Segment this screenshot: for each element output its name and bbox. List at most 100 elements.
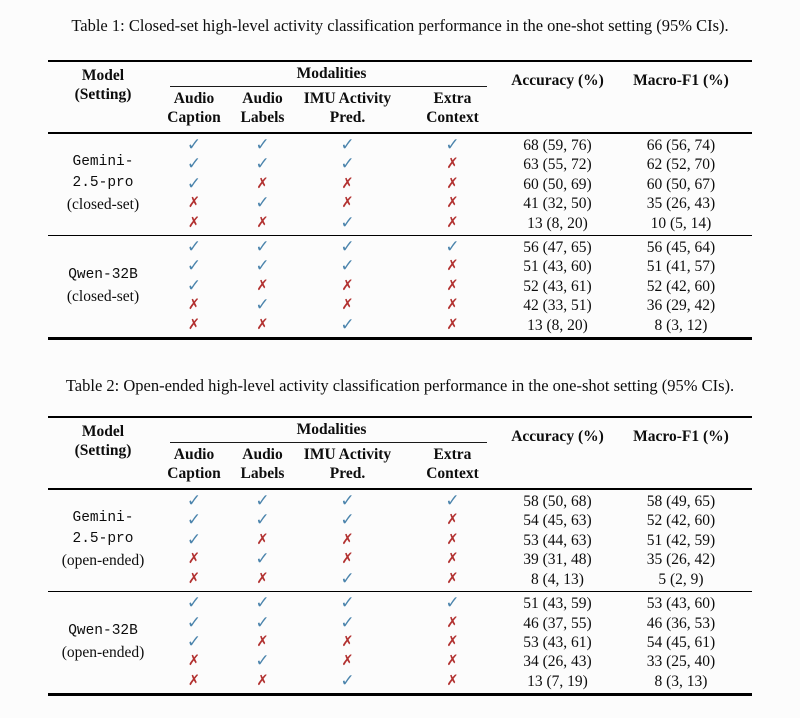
check-icon: ✓ (230, 591, 295, 614)
check-icon: ✓ (255, 510, 270, 531)
check-icon: ✓ (400, 591, 505, 614)
cross-icon: ✗ (446, 551, 459, 568)
table-row: Qwen-32B (open-ended) ✓ ✓ ✓ ✓ 51 (43, 59) 53 (4… (48, 591, 752, 695)
cross-icon: ✗ (446, 614, 459, 631)
macro-f1-value: 53 (43, 60) (610, 591, 752, 614)
model-setting: (open-ended) (61, 643, 145, 661)
cross-icon: ✗ (187, 297, 201, 314)
table-row: ✓ ✓ ✓ ✗ 63 (55, 72) 62 (52, 70) (48, 154, 752, 175)
cross-icon: ✗ (341, 195, 354, 212)
table-row: ✗ ✗ ✓ ✗ 13 (8, 20) 8 (3, 12) (48, 315, 752, 339)
audio-labels-column-header: Audio Labels (230, 443, 295, 491)
table-2-caption: Table 2: Open-ended high-level activity … (65, 376, 735, 396)
column-header-line: Pred. (329, 464, 366, 482)
cross-icon: ✗ (446, 531, 459, 548)
table-row: ✗ ✓ ✗ ✗ 42 (33, 51) 36 (29, 42) (48, 295, 752, 316)
cross-icon: ✗ (256, 531, 269, 548)
table-row: ✗ ✓ ✗ ✗ 41 (32, 50) 35 (26, 43) (48, 193, 752, 214)
column-header-line: Context (426, 464, 479, 482)
check-icon: ✓ (186, 529, 202, 550)
cross-icon: ✗ (256, 633, 269, 650)
check-icon: ✓ (255, 295, 270, 316)
model-setting: (closed-set) (66, 196, 140, 214)
check-icon: ✓ (255, 193, 270, 214)
accuracy-value: 41 (32, 50) (523, 195, 592, 213)
model-setting-cell: Qwen-32B (closed-set) (48, 235, 158, 339)
table-row: Gemini- 2.5-pro (closed-set) ✓ ✓ ✓ ✓ 68 (59, 76… (48, 133, 752, 213)
cross-icon: ✗ (341, 175, 354, 192)
table-2-open-ended: Model (Setting) Modalities Accuracy (%) … (48, 416, 752, 697)
check-icon: ✓ (255, 256, 270, 277)
cross-icon: ✗ (341, 297, 354, 314)
setting-header-line: (Setting) (74, 86, 132, 103)
cross-icon: ✗ (446, 258, 459, 275)
check-icon: ✓ (186, 631, 202, 652)
model-setting-cell: Qwen-32B (open-ended) (48, 591, 158, 695)
cross-icon: ✗ (341, 633, 354, 650)
accuracy-value: 53 (44, 63) (523, 531, 592, 549)
table-row: ✓ ✓ ✓ ✗ 54 (45, 63) 52 (42, 60) (48, 510, 752, 531)
check-icon: ✓ (255, 491, 270, 512)
table-row: Qwen-32B (closed-set) ✓ ✓ ✓ ✓ 56 (47, 65) 56 (4… (48, 235, 752, 339)
table-row: ✓ ✗ ✗ ✗ 60 (50, 69) 60 (50, 67) (48, 174, 752, 194)
check-icon: ✓ (186, 510, 202, 531)
cross-icon: ✗ (341, 551, 354, 568)
check-icon: ✓ (186, 275, 202, 296)
table-row: ✓ ✗ ✗ ✗ 53 (44, 63) 51 (42, 59) (48, 529, 752, 550)
check-icon: ✓ (255, 549, 270, 570)
table-row: Gemini- 2.5-pro (open-ended) ✓ ✓ ✓ ✓ 58 (50, 68… (48, 489, 752, 569)
extra-context-column-header: Extra Context (400, 443, 505, 491)
check-icon: ✓ (255, 154, 270, 175)
check-icon: ✓ (158, 591, 230, 614)
accuracy-value: 56 (47, 65) (505, 235, 610, 258)
audio-caption-column-header: Audio Caption (158, 87, 230, 134)
accuracy-value: 54 (45, 63) (523, 512, 592, 530)
cross-icon: ✗ (341, 653, 354, 670)
model-header-line: Model (81, 67, 125, 85)
accuracy-value: 51 (43, 60) (523, 258, 592, 276)
column-header-line: Caption (167, 464, 221, 482)
column-header-line: Extra (433, 446, 472, 464)
cross-icon: ✗ (446, 316, 459, 333)
check-icon: ✓ (340, 510, 355, 531)
check-icon: ✓ (340, 154, 355, 175)
modalities-header: Modalities (158, 417, 505, 443)
accuracy-value: 42 (33, 51) (523, 297, 592, 315)
table-row: ✓ ✓ ✓ ✗ 51 (43, 60) 51 (41, 57) (48, 256, 752, 277)
cross-icon: ✗ (446, 175, 459, 192)
table-row: ✗ ✗ ✓ ✗ 13 (7, 19) 8 (3, 13) (48, 671, 752, 695)
cross-icon: ✗ (187, 195, 201, 212)
imu-activity-pred-column-header: IMU Activity Pred. (295, 443, 400, 491)
cross-icon: ✗ (446, 214, 459, 231)
column-header-line: Audio (173, 446, 215, 464)
cross-icon: ✗ (446, 653, 459, 670)
model-setting-header: Model (Setting) (48, 61, 158, 134)
check-icon: ✓ (445, 491, 460, 512)
macro-f1-value: 46 (36, 53) (646, 614, 716, 632)
macro-f1-value: 8 (3, 13) (654, 672, 708, 690)
cross-icon: ✗ (187, 551, 201, 568)
macro-f1-value: 35 (26, 42) (646, 551, 716, 569)
model-name: Gemini- (72, 510, 134, 527)
macro-f1-value: 62 (52, 70) (646, 156, 716, 174)
check-icon: ✓ (340, 135, 355, 155)
macro-f1-value: 58 (49, 65) (646, 493, 716, 511)
check-icon: ✓ (255, 612, 270, 633)
accuracy-value: 68 (59, 76) (523, 137, 592, 154)
cross-icon: ✗ (187, 570, 201, 587)
check-icon: ✓ (445, 135, 460, 155)
model-setting-cell: Gemini- 2.5-pro (open-ended) (48, 489, 158, 592)
cross-icon: ✗ (446, 570, 459, 587)
accuracy-value: 51 (43, 59) (505, 591, 610, 614)
table-1-header: Model (Setting) Modalities Accuracy (%) … (48, 61, 752, 134)
macro-f1-value: 54 (45, 61) (646, 633, 716, 651)
audio-labels-column-header: Audio Labels (230, 87, 295, 134)
table-row: ✓ ✗ ✗ ✗ 53 (43, 61) 54 (45, 61) (48, 631, 752, 652)
accuracy-value: 46 (37, 55) (523, 614, 592, 632)
table-row: ✓ ✓ ✓ ✗ 46 (37, 55) 46 (36, 53) (48, 612, 752, 633)
macro-f1-value: 66 (56, 74) (646, 137, 716, 154)
accuracy-value: 39 (31, 48) (523, 551, 592, 569)
macro-f1-value: 35 (26, 43) (646, 195, 716, 213)
model-setting: (closed-set) (66, 287, 140, 305)
